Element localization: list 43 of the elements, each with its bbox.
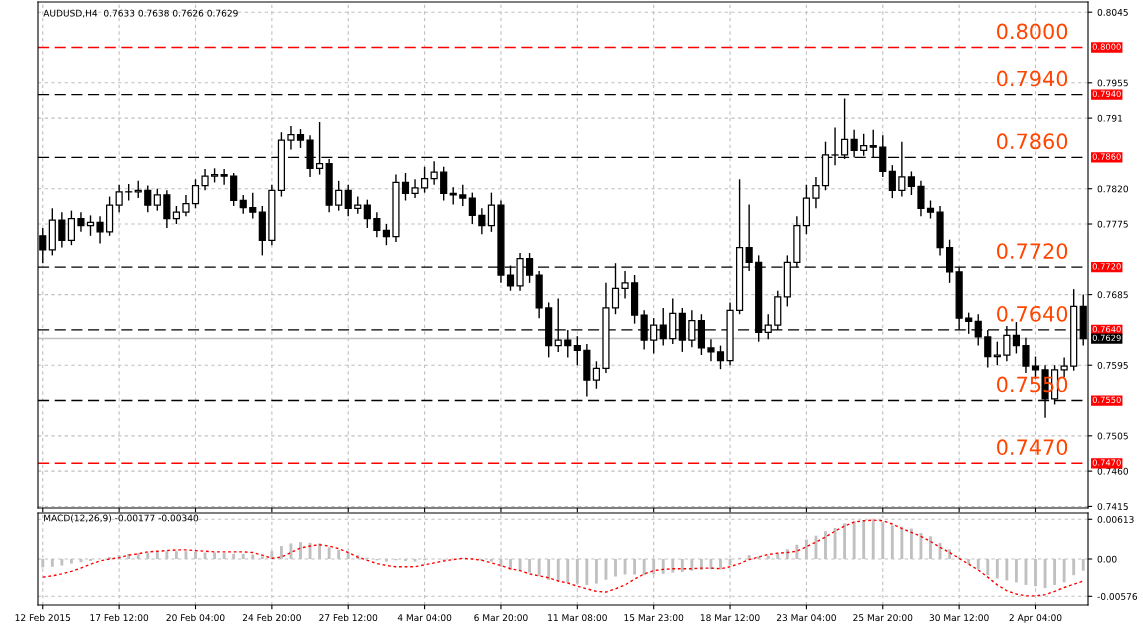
- text: 0.7470: [997, 439, 1068, 456]
- x-tick-label: 6 Mar 20:00: [474, 614, 528, 622]
- ref-line-label: 0.7860: [1092, 153, 1121, 160]
- ref-line-label: 0.7470: [1092, 459, 1121, 466]
- x-tick-label: 2 Apr 04:00: [1009, 614, 1062, 623]
- x-tick-label: 4 Mar 04:00: [397, 614, 452, 622]
- text: 0.8000: [997, 23, 1068, 40]
- ref-line-label: 0.8000: [1092, 43, 1121, 50]
- ref-line-label: 0.7720: [1092, 263, 1121, 270]
- ref-line-label: 0.7629: [1092, 334, 1121, 341]
- y-tick-label: 0.7820: [1097, 185, 1129, 193]
- x-tick-label: 11 Mar 08:00: [548, 614, 607, 622]
- x-tick-label: 23 Mar 04:00: [776, 614, 836, 622]
- y-tick-label: 0.7955: [1097, 79, 1128, 87]
- x-tick-label: 12 Feb 2015: [15, 614, 71, 622]
- ref-line-label: 0.7940: [1092, 90, 1121, 97]
- y-tick-label: 0.791: [1097, 114, 1123, 122]
- y-tick-label: 0.7505: [1097, 432, 1128, 440]
- x-tick-label: 17 Feb 12:00: [90, 614, 149, 622]
- y-tick-label: 0.00: [1097, 555, 1117, 563]
- y-tick-label: 0.7685: [1097, 291, 1128, 299]
- chart-title: MACD(12,26,9) -0.00177 -0.00340: [44, 514, 199, 523]
- y-tick-label: 0.7460: [1097, 467, 1129, 475]
- text: AUDUSD,H4 0.7633 0.7638 0.7626 0.7629: [43, 9, 238, 18]
- y-tick-label: 0.7775: [1097, 220, 1128, 228]
- text: 0.7940: [997, 70, 1068, 87]
- x-tick-label: 18 Mar 12:00: [700, 614, 760, 622]
- x-tick-label: 20 Feb 04:00: [166, 614, 225, 622]
- y-tick-label: 0.8045: [1097, 8, 1128, 16]
- y-tick-label: 0.7595: [1097, 361, 1128, 369]
- text: 0.7860: [997, 133, 1068, 150]
- ref-line-label: 0.7640: [1092, 326, 1121, 333]
- y-tick-label: 0.7415: [1097, 503, 1128, 510]
- ref-line-label: 0.7550: [1092, 396, 1121, 403]
- x-tick-label: 15 Mar 23:00: [624, 614, 684, 622]
- text: 0.7640: [997, 305, 1068, 322]
- x-tick-label: 25 Mar 20:00: [853, 614, 913, 622]
- y-tick-label: -0.00576: [1097, 593, 1138, 600]
- y-tick-label: 0.00613: [1097, 516, 1134, 523]
- x-tick-label: 24 Feb 20:00: [242, 614, 301, 622]
- text: 0.7720: [997, 243, 1068, 259]
- x-tick-label: 27 Feb 12:00: [319, 614, 378, 622]
- x-tick-label: 30 Mar 12:00: [929, 614, 989, 622]
